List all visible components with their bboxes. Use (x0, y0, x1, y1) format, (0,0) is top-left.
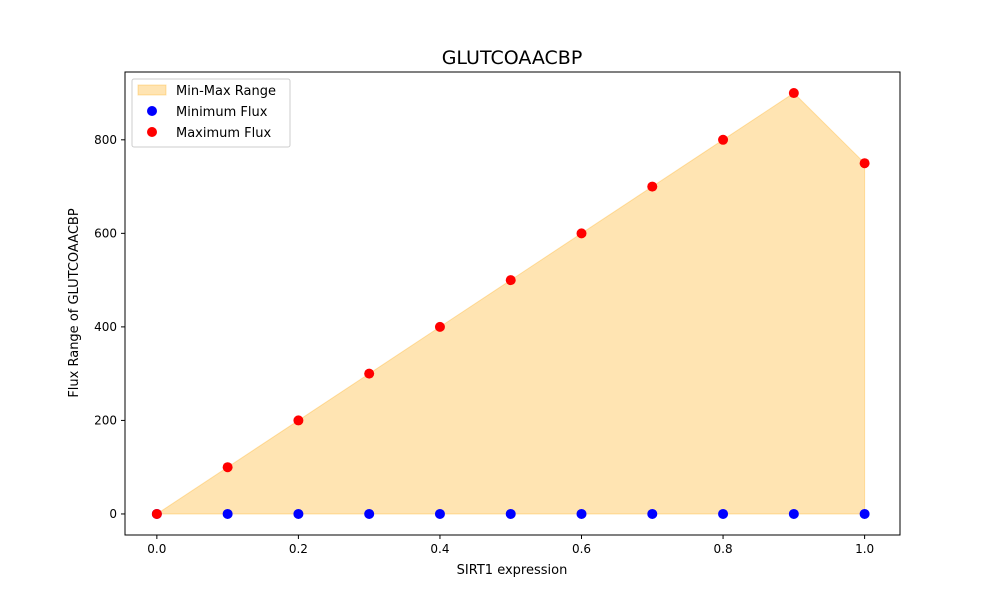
x-tick-label: 0.8 (714, 542, 733, 556)
point-minimum-flux-9 (788, 508, 799, 519)
point-minimum-flux-10 (859, 508, 870, 519)
y-tick-label: 0 (109, 507, 117, 521)
point-minimum-flux-8 (718, 508, 729, 519)
x-axis-ticks: 0.0 0.2 0.4 0.6 0.8 1.0 (147, 535, 874, 556)
x-tick-label: 1.0 (855, 542, 874, 556)
legend-frame (131, 78, 291, 148)
point-minimum-flux-1 (222, 508, 233, 519)
x-axis-label: SIRT1 expression (457, 563, 568, 578)
chart-title: GLUTCOAACBP (442, 47, 583, 69)
point-maximum-flux-5 (505, 275, 516, 286)
point-maximum-flux-7 (647, 181, 658, 192)
point-maximum-flux-1 (222, 462, 233, 473)
point-maximum-flux-0 (151, 508, 162, 519)
x-tick-label: 0.2 (289, 542, 308, 556)
series-maximum-flux (151, 88, 870, 519)
legend-swatch-min-max-range (137, 84, 167, 96)
legend-label-min-max-range: Min-Max Range (176, 84, 276, 99)
x-tick-label: 0.4 (430, 542, 449, 556)
y-tick-label: 600 (94, 226, 117, 240)
point-minimum-flux-6 (576, 508, 587, 519)
y-tick-label: 800 (94, 133, 117, 147)
point-minimum-flux-3 (364, 508, 375, 519)
point-maximum-flux-8 (718, 134, 729, 145)
point-maximum-flux-2 (293, 415, 304, 426)
point-maximum-flux-10 (859, 158, 870, 169)
legend-marker-maximum-flux (147, 127, 157, 137)
point-minimum-flux-4 (434, 508, 445, 519)
y-tick-label: 200 (94, 413, 117, 427)
legend-marker-minimum-flux (147, 106, 157, 116)
x-tick-label: 0.0 (147, 542, 166, 556)
point-minimum-flux-2 (293, 508, 304, 519)
legend-label-minimum-flux: Minimum Flux (176, 105, 268, 120)
plot-area (151, 88, 870, 519)
min-max-range-band (155, 92, 866, 515)
legend: Min-Max Range Minimum Flux Maximum Flux (131, 78, 291, 148)
x-tick-label: 0.6 (572, 542, 591, 556)
point-maximum-flux-4 (434, 321, 445, 332)
point-maximum-flux-3 (364, 368, 375, 379)
point-minimum-flux-5 (505, 508, 516, 519)
series-minimum-flux (151, 508, 870, 519)
legend-label-maximum-flux: Maximum Flux (176, 126, 272, 141)
plot-frame (124, 71, 901, 536)
y-tick-label: 400 (94, 320, 117, 334)
point-maximum-flux-9 (788, 88, 799, 99)
y-axis-label: Flux Range of GLUTCOAACBP (67, 208, 82, 398)
point-minimum-flux-7 (647, 508, 658, 519)
y-axis-ticks: 0 200 400 600 800 (94, 133, 125, 521)
point-maximum-flux-6 (576, 228, 587, 239)
